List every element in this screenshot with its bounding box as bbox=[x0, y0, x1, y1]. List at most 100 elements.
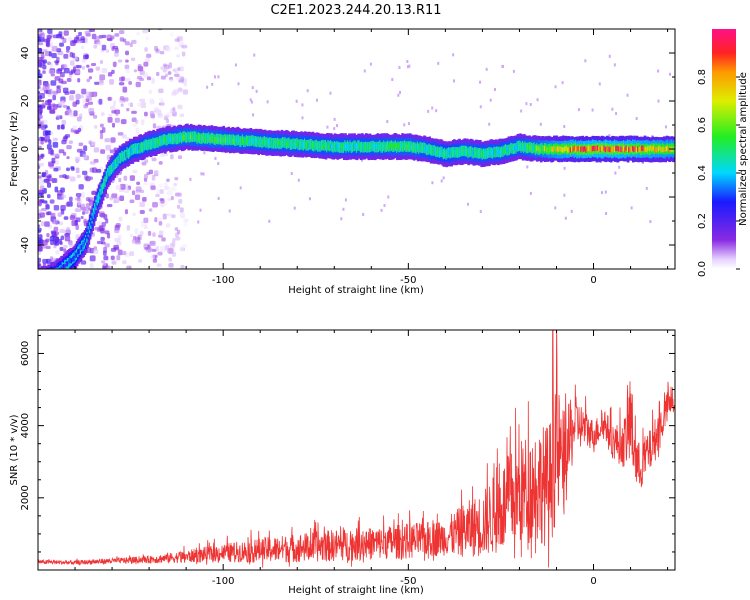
heatmap-cell bbox=[180, 265, 185, 269]
heatmap-cell bbox=[63, 135, 69, 140]
heatmap-cell bbox=[126, 137, 130, 142]
heatmap-cell bbox=[46, 233, 50, 238]
colorbar-tick-label: 0.8 bbox=[697, 69, 708, 85]
heatmap-cell bbox=[250, 100, 253, 104]
heatmap-cell bbox=[104, 243, 110, 248]
heatmap-cell bbox=[115, 223, 121, 228]
heatmap-cell bbox=[54, 271, 57, 276]
heatmap-cell bbox=[91, 190, 97, 195]
heatmap-cell bbox=[144, 159, 149, 164]
heatmap-cell bbox=[156, 71, 160, 77]
heatmap-cell bbox=[63, 216, 69, 220]
colorbar-tick-label: 0.4 bbox=[697, 165, 708, 181]
heatmap-cell bbox=[83, 218, 87, 224]
heatmap-cell bbox=[668, 72, 671, 76]
heatmap-cell bbox=[43, 270, 46, 287]
heatmap-cell bbox=[329, 91, 332, 95]
heatmap-cell bbox=[81, 58, 87, 63]
heatmap-cell bbox=[51, 45, 58, 52]
heatmap-cell bbox=[52, 231, 57, 238]
heatmap-cell bbox=[118, 82, 125, 86]
heatmap-cell bbox=[100, 236, 105, 241]
heatmap-cell bbox=[403, 123, 406, 127]
heatmap-cell bbox=[49, 256, 54, 262]
heatmap-cell bbox=[50, 131, 54, 136]
heatmap-cell bbox=[82, 98, 86, 104]
heatmap-cell bbox=[50, 271, 53, 282]
heatmap-cell bbox=[40, 140, 44, 145]
heatmap-cell bbox=[139, 201, 145, 208]
heatmap-cell bbox=[158, 97, 163, 102]
heatmap-cell bbox=[157, 29, 163, 31]
heatmap-cell bbox=[452, 79, 455, 83]
heatmap-cell bbox=[48, 69, 55, 74]
heatmap-cell bbox=[42, 276, 45, 281]
spectrogram-x-tick-label: -50 bbox=[400, 275, 416, 286]
heatmap-cell bbox=[93, 44, 98, 49]
heatmap-cell bbox=[175, 75, 181, 81]
heatmap-cell bbox=[69, 95, 75, 101]
heatmap-cell bbox=[131, 39, 137, 44]
heatmap-cell bbox=[120, 119, 127, 125]
heatmap-cell bbox=[539, 122, 542, 126]
heatmap-cell bbox=[608, 54, 611, 58]
heatmap-cell bbox=[63, 67, 70, 74]
heatmap-cell bbox=[124, 64, 130, 70]
heatmap-cell bbox=[50, 73, 55, 77]
snr-frame bbox=[37, 329, 676, 571]
heatmap-cell bbox=[613, 63, 616, 67]
spectrogram-y-tick-label: 0 bbox=[20, 146, 31, 152]
heatmap-cell bbox=[38, 272, 41, 289]
spectrogram-x-axis-label: Height of straight line (km) bbox=[288, 285, 424, 296]
heatmap-cell bbox=[85, 197, 90, 202]
heatmap-cell bbox=[72, 66, 77, 73]
heatmap-cell bbox=[83, 145, 88, 152]
heatmap-cell bbox=[131, 123, 138, 127]
heatmap-cell bbox=[630, 206, 633, 210]
heatmap-cell bbox=[136, 131, 141, 136]
heatmap-cell bbox=[52, 94, 57, 101]
heatmap-cell bbox=[47, 61, 51, 65]
heatmap-cell bbox=[80, 94, 84, 99]
heatmap-cell bbox=[570, 209, 573, 213]
heatmap-cell bbox=[387, 195, 390, 199]
heatmap-cell bbox=[38, 48, 42, 54]
heatmap-cell bbox=[46, 175, 52, 179]
heatmap-cell bbox=[81, 88, 87, 95]
heatmap-cell bbox=[51, 271, 54, 282]
heatmap-cell bbox=[68, 140, 73, 145]
heatmap-cell bbox=[69, 113, 75, 117]
snr-ticks: -100 -50 0 2000 4000 6000 bbox=[20, 330, 675, 587]
heatmap-cell bbox=[38, 73, 43, 79]
heatmap-cell bbox=[641, 161, 644, 165]
heatmap-cell bbox=[51, 178, 58, 183]
heatmap-cell bbox=[81, 45, 85, 50]
heatmap-cell bbox=[46, 179, 51, 184]
heatmap-cell bbox=[52, 137, 58, 142]
heatmap-cell bbox=[124, 41, 130, 46]
heatmap-cell bbox=[189, 177, 192, 181]
heatmap-cell bbox=[159, 246, 166, 252]
heatmap-cell bbox=[306, 89, 309, 93]
heatmap-cell bbox=[57, 212, 62, 217]
heatmap-cell bbox=[112, 45, 119, 50]
heatmap-cell bbox=[148, 208, 153, 212]
heatmap-cell bbox=[76, 148, 83, 153]
heatmap-cell bbox=[234, 63, 237, 67]
heatmap-cell bbox=[60, 196, 65, 200]
heatmap-cell bbox=[48, 161, 55, 167]
heatmap-cell bbox=[604, 211, 607, 215]
heatmap-cell bbox=[180, 212, 185, 219]
heatmap-cell bbox=[65, 202, 71, 207]
heatmap-cell bbox=[431, 181, 434, 185]
heatmap-cell bbox=[43, 59, 48, 64]
heatmap-cell bbox=[150, 185, 156, 191]
heatmap-cell bbox=[123, 97, 129, 102]
heatmap-cell bbox=[109, 79, 114, 85]
heatmap-cell bbox=[161, 237, 166, 242]
heatmap-cell bbox=[46, 182, 52, 188]
heatmap-cell bbox=[48, 267, 52, 269]
heatmap-cell bbox=[160, 75, 166, 80]
heatmap-cell bbox=[255, 89, 258, 93]
heatmap-cell bbox=[160, 198, 165, 204]
